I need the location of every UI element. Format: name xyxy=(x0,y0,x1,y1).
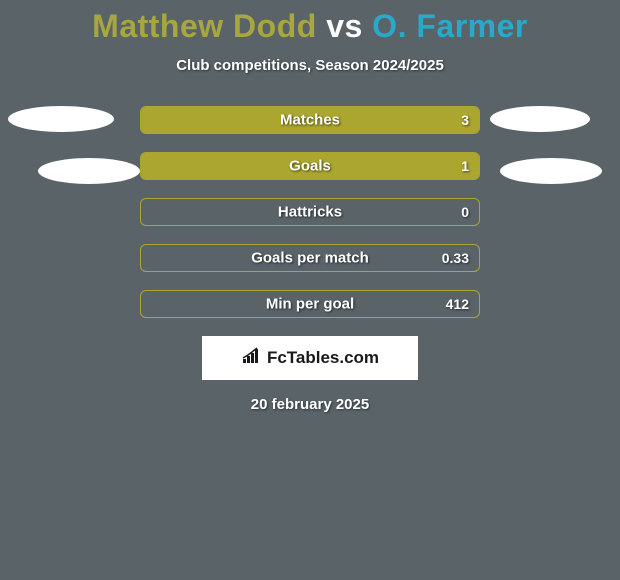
bar-value: 412 xyxy=(446,296,469,312)
decor-ellipse xyxy=(500,158,602,184)
stat-bar: Matches 3 xyxy=(140,106,480,134)
player2-name: O. Farmer xyxy=(372,8,528,44)
bar-label: Goals per match xyxy=(251,250,369,267)
bar-value: 1 xyxy=(461,158,469,174)
stat-bar: Hattricks 0 xyxy=(140,198,480,226)
page-title: Matthew Dodd vs O. Farmer xyxy=(0,0,620,45)
bar-label: Min per goal xyxy=(266,296,354,313)
logo-text: FcTables.com xyxy=(267,348,379,368)
subtitle: Club competitions, Season 2024/2025 xyxy=(0,57,620,74)
decor-ellipse xyxy=(490,106,590,132)
comparison-infographic: Matthew Dodd vs O. Farmer Club competiti… xyxy=(0,0,620,580)
bar-label: Hattricks xyxy=(278,204,342,221)
stat-bar: Min per goal 412 xyxy=(140,290,480,318)
stat-bars: Matches 3 Goals 1 Hattricks 0 Goals per match 0… xyxy=(140,106,480,318)
date-text: 20 february 2025 xyxy=(0,396,620,413)
stat-bar: Goals 1 xyxy=(140,152,480,180)
stat-bar: Goals per match 0.33 xyxy=(140,244,480,272)
bar-value: 0 xyxy=(461,204,469,220)
bar-label: Goals xyxy=(289,158,331,175)
bar-value: 3 xyxy=(461,112,469,128)
bar-value: 0.33 xyxy=(442,250,469,266)
logo: FcTables.com xyxy=(241,347,379,370)
chart-icon xyxy=(241,347,263,370)
chart-area: Matches 3 Goals 1 Hattricks 0 Goals per match 0… xyxy=(0,106,620,318)
vs-text: vs xyxy=(326,8,363,44)
bar-label: Matches xyxy=(280,112,340,129)
decor-ellipse xyxy=(8,106,114,132)
decor-ellipse xyxy=(38,158,140,184)
player1-name: Matthew Dodd xyxy=(92,8,317,44)
logo-box: FcTables.com xyxy=(202,336,418,380)
